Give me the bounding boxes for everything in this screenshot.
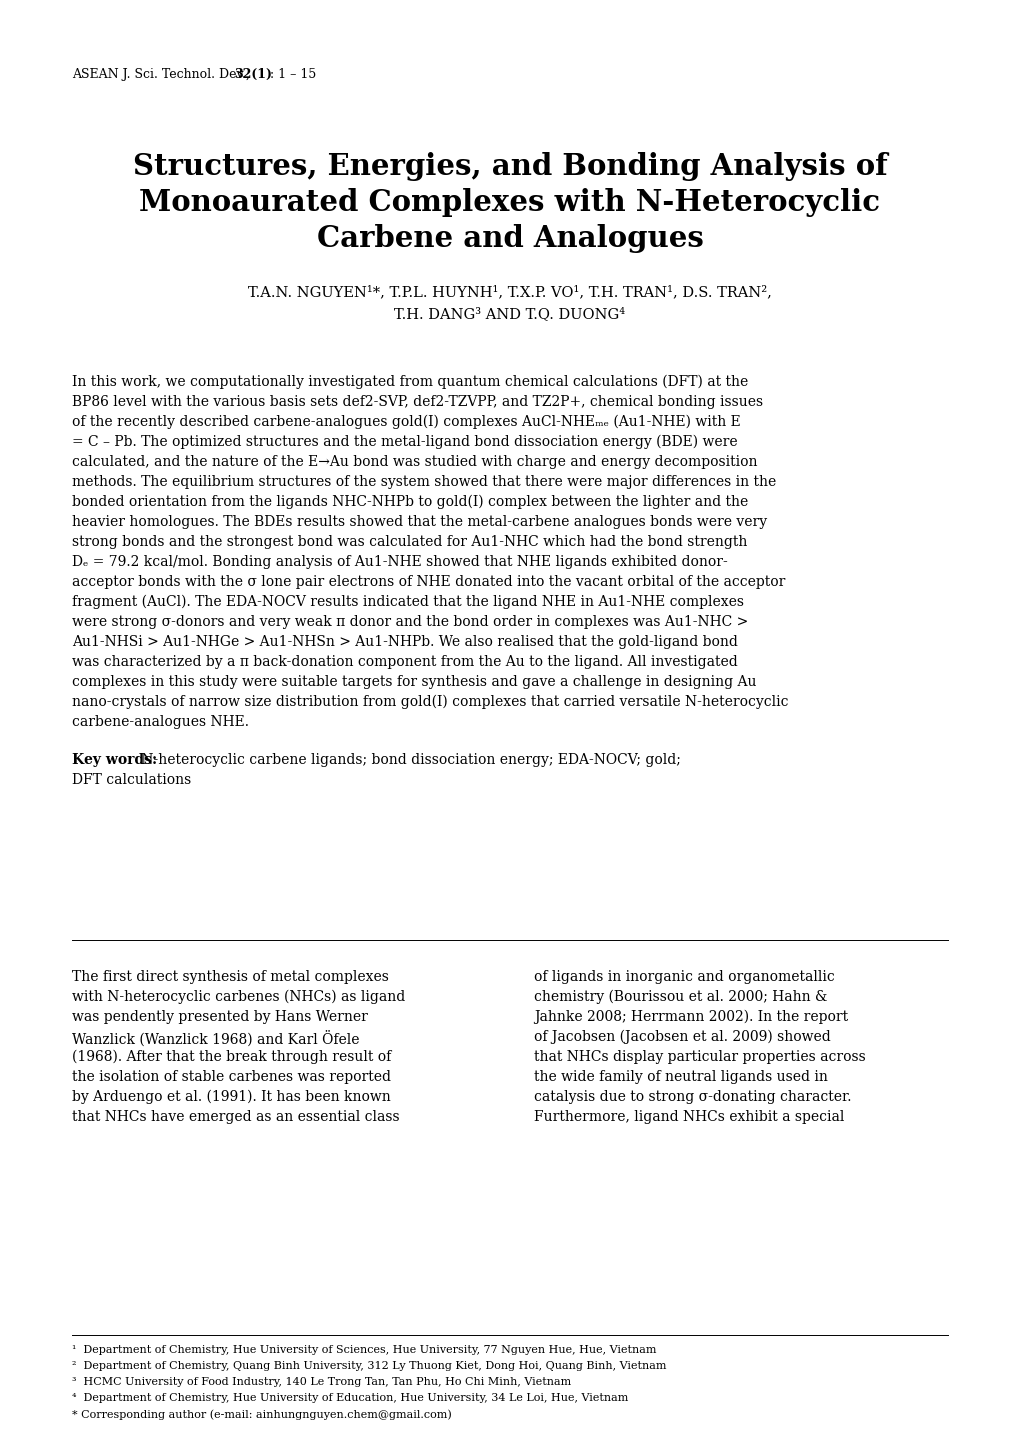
Text: were strong σ-donors and very weak π donor and the bond order in complexes was A: were strong σ-donors and very weak π don… bbox=[72, 614, 748, 629]
Text: of ligands in inorganic and organometallic: of ligands in inorganic and organometall… bbox=[534, 970, 834, 983]
Text: carbene-analogues NHE.: carbene-analogues NHE. bbox=[72, 715, 249, 730]
Text: acceptor bonds with the σ lone pair electrons of NHE donated into the vacant orb: acceptor bonds with the σ lone pair elec… bbox=[72, 575, 785, 588]
Text: nano-crystals of narrow size distribution from gold(I) complexes that carried ve: nano-crystals of narrow size distributio… bbox=[72, 695, 788, 709]
Text: was pendently presented by Hans Werner: was pendently presented by Hans Werner bbox=[72, 1009, 368, 1024]
Text: complexes in this study were suitable targets for synthesis and gave a challenge: complexes in this study were suitable ta… bbox=[72, 675, 756, 689]
Text: ¹  Department of Chemistry, Hue University of Sciences, Hue University, 77 Nguye: ¹ Department of Chemistry, Hue Universit… bbox=[72, 1345, 656, 1355]
Text: : 1 – 15: : 1 – 15 bbox=[270, 68, 316, 81]
Text: of the recently described carbene-analogues gold(I) complexes AuCl-NHEₘₑ (Au1-NH: of the recently described carbene-analog… bbox=[72, 415, 740, 430]
Text: with N-heterocyclic carbenes (NHCs) as ligand: with N-heterocyclic carbenes (NHCs) as l… bbox=[72, 991, 405, 1005]
Text: Au1-NHSi > Au1-NHGe > Au1-NHSn > Au1-NHPb. We also realised that the gold-ligand: Au1-NHSi > Au1-NHGe > Au1-NHSn > Au1-NHP… bbox=[72, 634, 737, 649]
Text: Carbene and Analogues: Carbene and Analogues bbox=[316, 224, 703, 252]
Text: by Arduengo et al. (1991). It has been known: by Arduengo et al. (1991). It has been k… bbox=[72, 1090, 390, 1105]
Text: Structures, Energies, and Bonding Analysis of: Structures, Energies, and Bonding Analys… bbox=[132, 151, 887, 182]
Text: that NHCs display particular properties across: that NHCs display particular properties … bbox=[534, 1050, 865, 1064]
Text: fragment (AuCl). The EDA-NOCV results indicated that the ligand NHE in Au1-NHE c: fragment (AuCl). The EDA-NOCV results in… bbox=[72, 596, 743, 610]
Text: In this work, we computationally investigated from quantum chemical calculations: In this work, we computationally investi… bbox=[72, 375, 748, 389]
Text: = C – Pb. The optimized structures and the metal-ligand bond dissociation energy: = C – Pb. The optimized structures and t… bbox=[72, 435, 737, 450]
Text: chemistry (Bourissou et al. 2000; Hahn &: chemistry (Bourissou et al. 2000; Hahn & bbox=[534, 991, 826, 1005]
Text: Jahnke 2008; Herrmann 2002). In the report: Jahnke 2008; Herrmann 2002). In the repo… bbox=[534, 1009, 847, 1024]
Text: was characterized by a π back-donation component from the Au to the ligand. All : was characterized by a π back-donation c… bbox=[72, 655, 737, 669]
Text: the isolation of stable carbenes was reported: the isolation of stable carbenes was rep… bbox=[72, 1070, 390, 1084]
Text: 32(1): 32(1) bbox=[233, 68, 272, 81]
Text: Wanzlick (Wanzlick 1968) and Karl Öfele: Wanzlick (Wanzlick 1968) and Karl Öfele bbox=[72, 1030, 359, 1047]
Text: of Jacobsen (Jacobsen et al. 2009) showed: of Jacobsen (Jacobsen et al. 2009) showe… bbox=[534, 1030, 829, 1044]
Text: calculated, and the nature of the E→Au bond was studied with charge and energy d: calculated, and the nature of the E→Au b… bbox=[72, 456, 757, 469]
Text: DFT calculations: DFT calculations bbox=[72, 773, 192, 787]
Text: strong bonds and the strongest bond was calculated for Au1-NHC which had the bon: strong bonds and the strongest bond was … bbox=[72, 535, 747, 549]
Text: heavier homologues. The BDEs results showed that the metal-carbene analogues bon: heavier homologues. The BDEs results sho… bbox=[72, 515, 766, 529]
Text: methods. The equilibrium structures of the system showed that there were major d: methods. The equilibrium structures of t… bbox=[72, 474, 775, 489]
Text: catalysis due to strong σ-donating character.: catalysis due to strong σ-donating chara… bbox=[534, 1090, 851, 1105]
Text: BP86 level with the various basis sets def2-SVP, def2-TZVPP, and TZ2P+, chemical: BP86 level with the various basis sets d… bbox=[72, 395, 762, 410]
Text: T.H. DANG³ AND T.Q. DUONG⁴: T.H. DANG³ AND T.Q. DUONG⁴ bbox=[394, 307, 625, 322]
Text: bonded orientation from the ligands NHC-NHPb to gold(I) complex between the ligh: bonded orientation from the ligands NHC-… bbox=[72, 495, 748, 509]
Text: The first direct synthesis of metal complexes: The first direct synthesis of metal comp… bbox=[72, 970, 388, 983]
Text: Furthermore, ligand NHCs exhibit a special: Furthermore, ligand NHCs exhibit a speci… bbox=[534, 1110, 844, 1123]
Text: ASEAN J. Sci. Technol. Dev.,: ASEAN J. Sci. Technol. Dev., bbox=[72, 68, 258, 81]
Text: Key words:: Key words: bbox=[72, 753, 157, 767]
Text: N-heterocyclic carbene ligands; bond dissociation energy; EDA-NOCV; gold;: N-heterocyclic carbene ligands; bond dis… bbox=[137, 753, 681, 767]
Text: Dₑ = 79.2 kcal/mol. Bonding analysis of Au1-NHE showed that NHE ligands exhibite: Dₑ = 79.2 kcal/mol. Bonding analysis of … bbox=[72, 555, 727, 570]
Text: T.A.N. NGUYEN¹*, T.P.L. HUYNH¹, T.X.P. VO¹, T.H. TRAN¹, D.S. TRAN²,: T.A.N. NGUYEN¹*, T.P.L. HUYNH¹, T.X.P. V… bbox=[248, 286, 771, 298]
Text: ³  HCMC University of Food Industry, 140 Le Trong Tan, Tan Phu, Ho Chi Minh, Vie: ³ HCMC University of Food Industry, 140 … bbox=[72, 1377, 571, 1387]
Text: the wide family of neutral ligands used in: the wide family of neutral ligands used … bbox=[534, 1070, 827, 1084]
Text: (1968). After that the break through result of: (1968). After that the break through res… bbox=[72, 1050, 391, 1064]
Text: Monoaurated Complexes with N-Heterocyclic: Monoaurated Complexes with N-Heterocycli… bbox=[140, 187, 879, 216]
Text: that NHCs have emerged as an essential class: that NHCs have emerged as an essential c… bbox=[72, 1110, 399, 1123]
Text: ⁴  Department of Chemistry, Hue University of Education, Hue University, 34 Le L: ⁴ Department of Chemistry, Hue Universit… bbox=[72, 1393, 628, 1403]
Text: * Corresponding author (e-mail: ainhungnguyen.chem@gmail.com): * Corresponding author (e-mail: ainhungn… bbox=[72, 1409, 451, 1419]
Text: ²  Department of Chemistry, Quang Binh University, 312 Ly Thuong Kiet, Dong Hoi,: ² Department of Chemistry, Quang Binh Un… bbox=[72, 1361, 665, 1371]
